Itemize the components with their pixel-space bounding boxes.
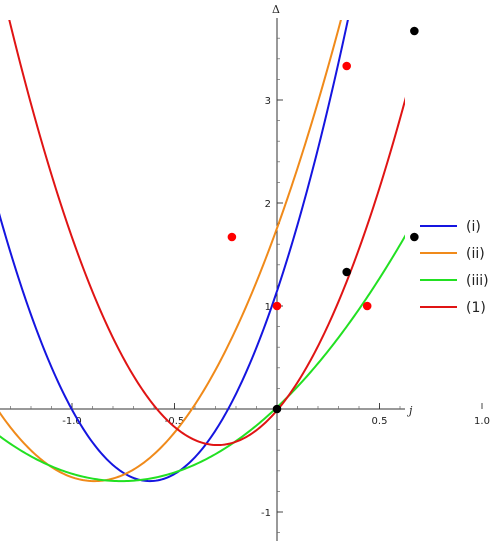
series-line-2 xyxy=(0,20,342,483)
red-data-point xyxy=(227,232,237,242)
legend-label: (iii) xyxy=(466,273,489,289)
minor-ticks xyxy=(10,37,401,533)
points-group xyxy=(227,26,419,414)
black-data-point xyxy=(410,232,419,242)
legend-label: (i) xyxy=(466,219,481,235)
y-tick-label: 1 xyxy=(265,302,271,313)
series-line-3 xyxy=(0,234,405,483)
y-axis-title: Δ xyxy=(272,3,280,16)
x-tick-label: -0.5 xyxy=(165,416,185,427)
series-group xyxy=(0,20,405,483)
red-data-point xyxy=(342,61,352,71)
red-data-point xyxy=(272,301,282,311)
x-axis-title: j xyxy=(406,404,413,417)
y-tick-label: 2 xyxy=(265,199,271,210)
series-line-1 xyxy=(0,20,349,483)
black-data-point xyxy=(272,404,282,414)
black-data-point xyxy=(410,26,419,36)
black-data-point xyxy=(342,267,352,277)
x-tick-label: -1.0 xyxy=(62,416,82,427)
x-tick-label: 0.5 xyxy=(372,416,388,427)
legend-label: (ii) xyxy=(466,246,485,262)
legend-label: (1) xyxy=(466,300,486,316)
series-line-4 xyxy=(8,20,405,447)
x-tick-label: 1.0 xyxy=(474,416,490,427)
legend: (i) (ii) (iii) (1) xyxy=(420,219,489,316)
red-data-point xyxy=(362,301,372,311)
y-tick-label: 3 xyxy=(265,96,271,107)
y-tick-label: -1 xyxy=(261,508,271,519)
